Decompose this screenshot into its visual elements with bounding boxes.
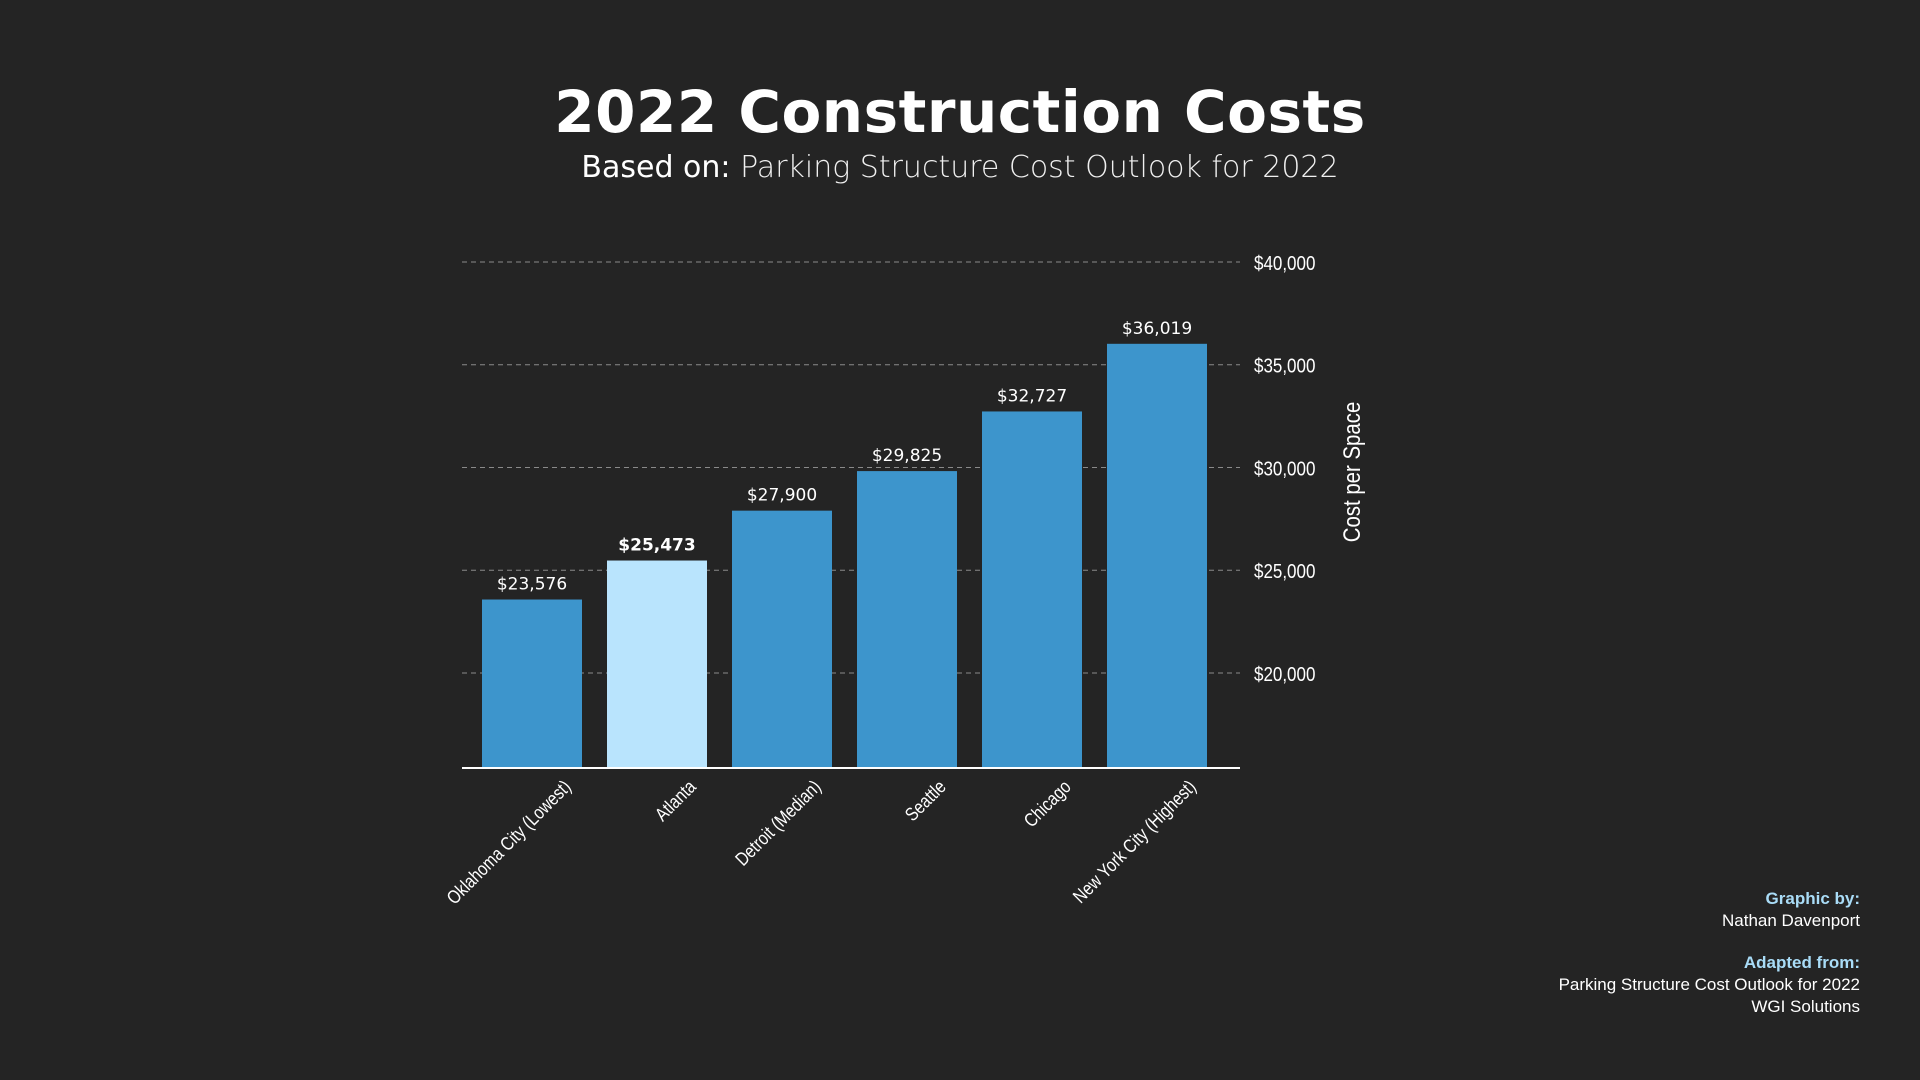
y-tick-label: $40,000 bbox=[1254, 252, 1315, 275]
y-tick-label: $25,000 bbox=[1254, 560, 1315, 583]
credits: Graphic by: Nathan Davenport Adapted fro… bbox=[1559, 888, 1860, 1018]
bar bbox=[607, 560, 707, 768]
adapted-from-org: WGI Solutions bbox=[1751, 997, 1860, 1016]
y-tick-label: $35,000 bbox=[1254, 354, 1315, 377]
data-label: $36,019 bbox=[1122, 319, 1192, 339]
graphic-by-name: Nathan Davenport bbox=[1722, 911, 1860, 930]
bar bbox=[982, 411, 1082, 768]
x-tick-label: Chicago bbox=[1019, 776, 1075, 832]
x-tick-label: New York City (Highest) bbox=[1068, 776, 1200, 908]
x-tick-label: Detroit (Median) bbox=[731, 776, 825, 870]
bar bbox=[857, 471, 957, 768]
subtitle-text: Parking Structure Cost Outlook for 2022 bbox=[740, 150, 1339, 185]
x-tick-label: Seattle bbox=[900, 776, 950, 826]
bar bbox=[482, 599, 582, 768]
x-tick-label: Oklahoma City (Lowest) bbox=[442, 776, 575, 909]
data-label: $29,825 bbox=[872, 446, 942, 466]
y-tick-label: $30,000 bbox=[1254, 457, 1315, 480]
bar bbox=[732, 510, 832, 768]
graphic-by-heading: Graphic by: bbox=[1765, 889, 1860, 908]
chart-title: 2022 Construction Costs bbox=[554, 78, 1366, 146]
data-label: $32,727 bbox=[997, 386, 1067, 406]
data-label: $23,576 bbox=[497, 575, 567, 595]
adapted-from-source: Parking Structure Cost Outlook for 2022 bbox=[1558, 975, 1860, 994]
chart-subtitle: Based on: Parking Structure Cost Outlook… bbox=[0, 150, 1920, 185]
bar bbox=[1107, 343, 1207, 768]
y-tick-label: $20,000 bbox=[1254, 663, 1315, 686]
subtitle-label: Based on: bbox=[581, 150, 731, 185]
adapted-from-heading: Adapted from: bbox=[1743, 953, 1860, 972]
data-label: $25,473 bbox=[618, 536, 695, 556]
data-label: $27,900 bbox=[747, 486, 817, 506]
x-tick-label: Atlanta bbox=[650, 775, 700, 825]
y-axis-label: Cost per Space bbox=[1338, 402, 1365, 543]
